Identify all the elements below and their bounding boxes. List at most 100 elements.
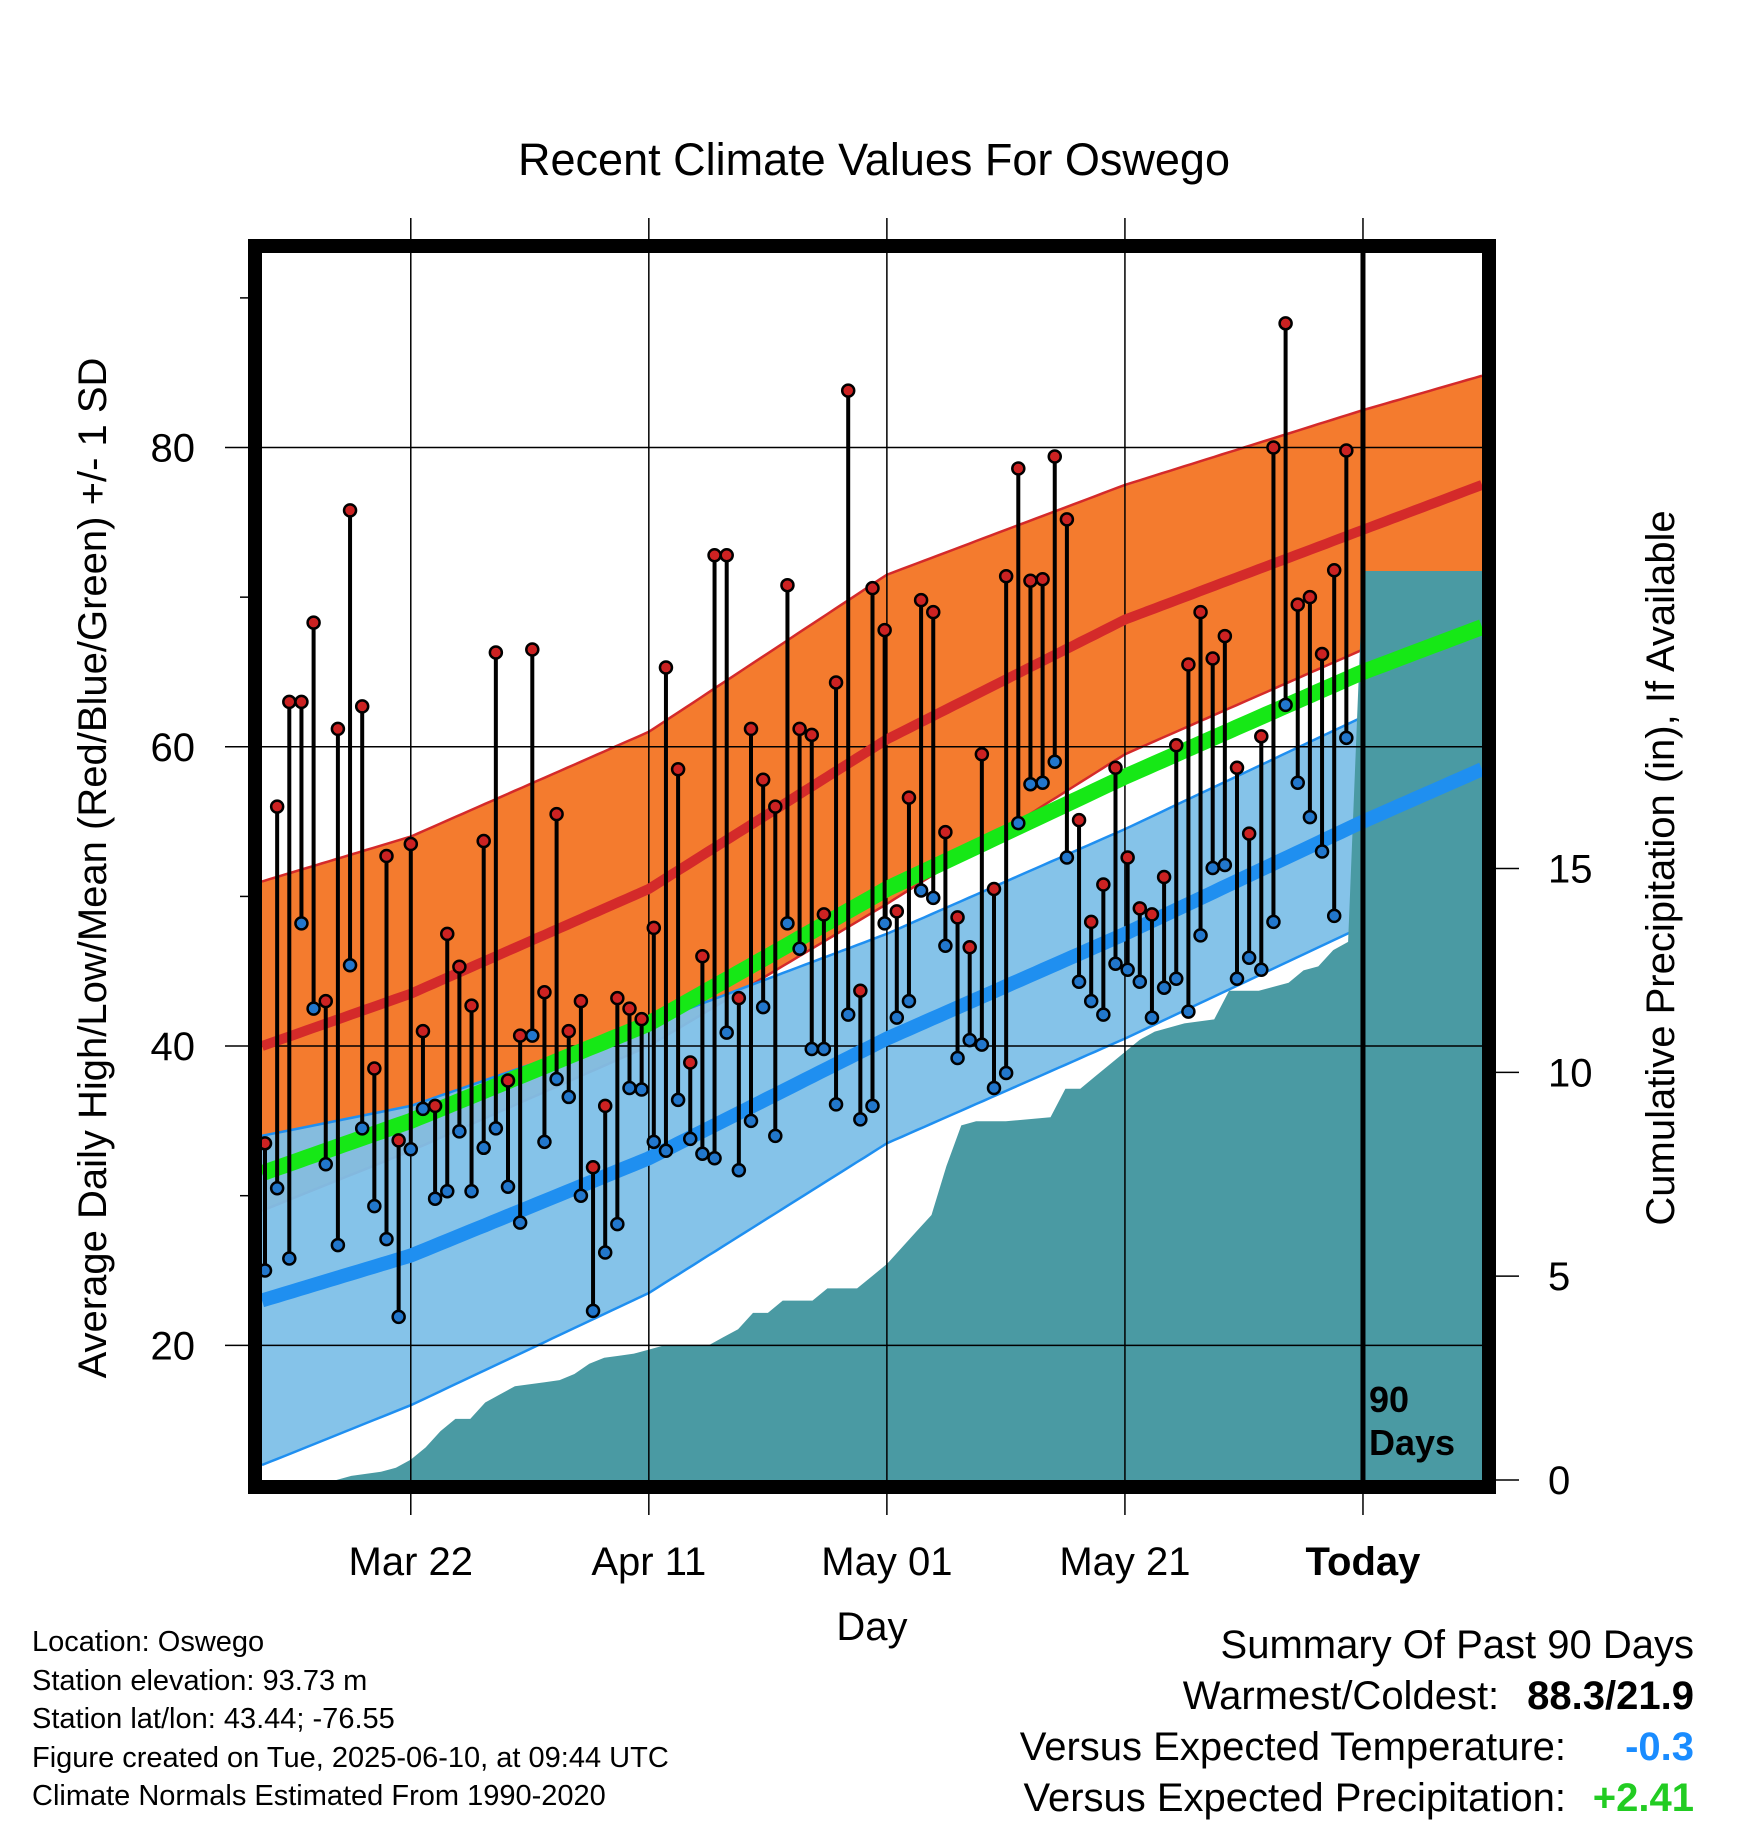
daily-high-point: [1229, 760, 1245, 775]
daily-high-point: [962, 940, 977, 955]
daily-low-point: [1205, 860, 1220, 876]
daily-low-point: [695, 1146, 710, 1162]
y-axis-label-right: Cumulative Precipitation (in), If Availa…: [1639, 510, 1683, 1225]
daily-high-point: [1205, 651, 1220, 666]
daily-high-point: [452, 959, 467, 975]
daily-high-point: [986, 881, 1002, 897]
daily-high-point: [816, 907, 832, 922]
daily-high-point: [537, 984, 552, 1000]
daily-high-point: [1278, 316, 1293, 331]
daily-high-point: [646, 920, 662, 936]
daily-low-point: [452, 1124, 467, 1139]
daily-low-point: [816, 1041, 832, 1057]
daily-high-point: [889, 904, 905, 919]
daily-low-point: [1035, 775, 1050, 790]
today-label-days: Days: [1369, 1422, 1455, 1463]
daily-high-point: [306, 615, 321, 630]
daily-low-point: [1314, 844, 1330, 859]
daily-high-point: [476, 833, 491, 849]
daily-low-point: [768, 1128, 783, 1144]
daily-high-point: [1169, 738, 1184, 753]
x-tick-label: May 01: [821, 1540, 952, 1584]
daily-high-point: [1083, 914, 1099, 930]
daily-low-point: [731, 1163, 747, 1178]
daily-low-point: [367, 1198, 382, 1214]
daily-high-point: [367, 1061, 382, 1076]
daily-high-point: [573, 993, 589, 1009]
y-tick-label-right: 15: [1548, 848, 1593, 892]
daily-low-point: [828, 1097, 844, 1112]
x-tick-label: May 21: [1059, 1540, 1190, 1584]
x-tick-label: Apr 11: [591, 1540, 706, 1584]
daily-low-point: [938, 938, 953, 954]
y-axis-label-left: Average Daily High/Low/Mean (Red/Blue/Gr…: [71, 358, 115, 1379]
daily-high-point: [670, 761, 686, 777]
daily-low-point: [464, 1183, 479, 1199]
daily-low-point: [306, 1001, 321, 1016]
daily-low-point: [1108, 956, 1123, 972]
x-tick-label: Mar 22: [349, 1540, 474, 1584]
daily-low-point: [889, 1010, 905, 1025]
daily-low-point: [986, 1080, 1002, 1096]
daily-low-point: [670, 1092, 686, 1108]
summary-panel: Summary Of Past 90 Days Warmest/Coldest:…: [1020, 1620, 1694, 1824]
daily-high-point: [622, 1001, 637, 1016]
daily-low-point: [755, 999, 771, 1015]
daily-high-point: [1266, 440, 1281, 455]
daily-high-point: [1290, 597, 1305, 612]
plot-frame: [248, 239, 1496, 1494]
daily-high-point: [913, 592, 929, 608]
cumulative-precip-area: [262, 571, 1482, 1480]
daily-high-point: [1144, 907, 1160, 922]
daily-high-point: [500, 1073, 516, 1088]
daily-high-point: [974, 747, 990, 762]
daily-low-point: [877, 916, 892, 931]
daily-low-point: [1047, 754, 1062, 770]
daily-low-point: [646, 1134, 662, 1150]
daily-low-point: [440, 1183, 455, 1199]
daily-high-point: [1023, 573, 1038, 588]
daily-high-point: [1254, 729, 1269, 744]
daily-high-point: [1096, 877, 1111, 892]
daily-low-point: [1096, 1007, 1111, 1022]
daily-low-point: [1059, 850, 1075, 865]
daily-high-point: [719, 548, 734, 563]
daily-low-point: [1326, 908, 1342, 924]
temp-anomaly-label: Versus Expected Temperature:: [1019, 1725, 1566, 1769]
daily-high-point: [1047, 449, 1062, 464]
daily-low-point: [500, 1179, 516, 1194]
daily-low-point: [1302, 809, 1318, 825]
daily-high-point: [269, 799, 285, 814]
daily-high-point: [1132, 901, 1148, 916]
daily-high-point: [1241, 826, 1257, 841]
daily-low-point: [1241, 950, 1257, 966]
daily-high-point: [840, 383, 856, 398]
daily-low-point: [1132, 974, 1148, 989]
daily-low-point: [1071, 974, 1087, 989]
daily-low-point: [427, 1191, 443, 1206]
daily-high-point: [1193, 604, 1208, 620]
daily-high-point: [1035, 571, 1050, 587]
daily-high-point: [865, 580, 880, 596]
daily-high-point: [342, 503, 358, 518]
daily-high-point: [549, 806, 564, 822]
daily-high-point: [525, 642, 540, 657]
daily-high-point: [792, 721, 807, 737]
daily-high-point: [415, 1023, 431, 1039]
warmest-coldest-row: Warmest/Coldest: 88.3/21.9: [1020, 1671, 1694, 1722]
daily-low-point: [1339, 730, 1354, 746]
daily-high-point: [743, 721, 759, 737]
daily-low-point: [403, 1142, 419, 1157]
daily-low-point: [998, 1065, 1014, 1081]
daily-high-point: [1120, 850, 1135, 865]
summary-heading: Summary Of Past 90 Days: [1220, 1623, 1694, 1667]
daily-high-point: [1011, 461, 1026, 476]
daily-low-point: [743, 1113, 759, 1129]
daily-low-point: [1083, 993, 1099, 1009]
daily-high-point: [804, 727, 819, 743]
daily-low-point: [597, 1245, 613, 1260]
daily-high-point: [318, 993, 333, 1009]
daily-low-point: [974, 1037, 990, 1052]
daily-low-point: [719, 1025, 734, 1040]
